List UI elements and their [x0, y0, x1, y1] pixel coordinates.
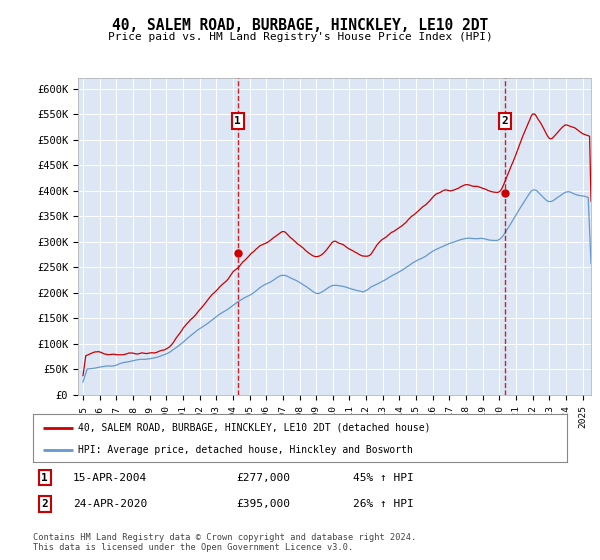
Text: 40, SALEM ROAD, BURBAGE, HINCKLEY, LE10 2DT: 40, SALEM ROAD, BURBAGE, HINCKLEY, LE10 … — [112, 18, 488, 33]
Text: 2: 2 — [41, 499, 48, 509]
Text: 24-APR-2020: 24-APR-2020 — [73, 499, 148, 509]
Text: 45% ↑ HPI: 45% ↑ HPI — [353, 473, 414, 483]
Text: 26% ↑ HPI: 26% ↑ HPI — [353, 499, 414, 509]
Text: 1: 1 — [41, 473, 48, 483]
Text: 40, SALEM ROAD, BURBAGE, HINCKLEY, LE10 2DT (detached house): 40, SALEM ROAD, BURBAGE, HINCKLEY, LE10 … — [79, 423, 431, 433]
Text: 15-APR-2004: 15-APR-2004 — [73, 473, 148, 483]
Text: HPI: Average price, detached house, Hinckley and Bosworth: HPI: Average price, detached house, Hinc… — [79, 445, 413, 455]
Text: This data is licensed under the Open Government Licence v3.0.: This data is licensed under the Open Gov… — [33, 543, 353, 552]
Text: Price paid vs. HM Land Registry's House Price Index (HPI): Price paid vs. HM Land Registry's House … — [107, 32, 493, 43]
Text: £277,000: £277,000 — [236, 473, 290, 483]
Text: 2: 2 — [502, 116, 508, 126]
Text: 1: 1 — [235, 116, 241, 126]
Text: Contains HM Land Registry data © Crown copyright and database right 2024.: Contains HM Land Registry data © Crown c… — [33, 533, 416, 542]
Text: £395,000: £395,000 — [236, 499, 290, 509]
